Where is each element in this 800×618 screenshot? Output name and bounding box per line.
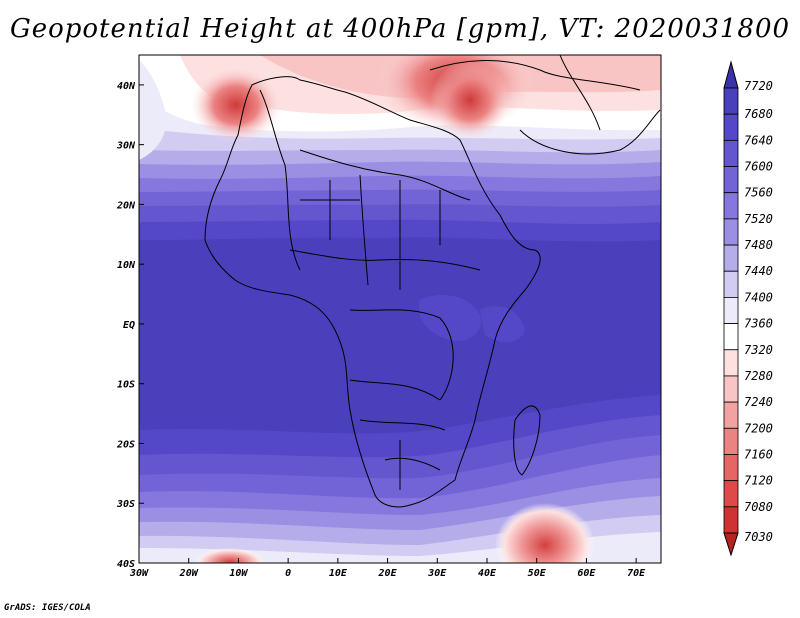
colorbar-label: 7280 (744, 369, 773, 383)
colorbar-label: 7240 (744, 395, 773, 409)
colorbar-label: 7520 (744, 212, 773, 226)
lon-tick-label: 70E (627, 568, 646, 579)
colorbar-label: 7640 (744, 133, 773, 147)
colorbar-min-arrow (723, 532, 739, 557)
lon-tick-label: 10W (229, 568, 248, 579)
colorbar-swatch (723, 401, 739, 429)
colorbar-swatch (723, 297, 739, 324)
lat-tick-label: 30S (116, 499, 135, 510)
lon-tick-label: 30W (129, 568, 149, 579)
colorbar-label: 7680 (744, 107, 773, 121)
lon-tick-label: 20W (179, 568, 199, 579)
lat-tick-label: 40S (117, 559, 135, 570)
colorbar-swatch (723, 454, 739, 482)
colorbar-label: 7560 (744, 186, 773, 200)
map-title: Geopotential Height at 400hPa [gpm], VT:… (9, 14, 791, 44)
colorbar-swatch (723, 192, 739, 220)
colorbar-label: 7720 (744, 79, 773, 93)
coastlines (204, 55, 661, 508)
lat-tick-label: 20S (116, 439, 135, 450)
colorbar-label: 7120 (744, 474, 773, 488)
colorbar-max-arrow (723, 60, 739, 89)
colorbar-swatch (723, 139, 739, 167)
colorbar-swatch (723, 349, 739, 377)
colorbar-swatch (723, 113, 739, 141)
lon-tick-label: 40E (478, 568, 497, 579)
lon-tick-label: 20E (378, 568, 398, 579)
lon-tick-label: 60E (577, 568, 596, 579)
colorbar-swatch (723, 244, 739, 272)
colorbar-swatch (723, 375, 739, 403)
colorbar-label: 7360 (744, 317, 773, 331)
colorbar-label: 7440 (744, 264, 773, 278)
colorbar: 7720 7680 7640 7600 7560 7520 7480 7440 7400 7360… (723, 60, 773, 557)
lat-tick-label: 40N (117, 81, 136, 92)
lon-tick-label: 30E (427, 568, 447, 579)
lat-tick-label: EQ (123, 320, 135, 331)
lat-tick-label: 20N (116, 200, 136, 211)
colorbar-label: 7480 (744, 238, 773, 252)
plot-frame (138, 54, 662, 564)
credit-label: GrADS: IGES/COLA (4, 603, 91, 613)
axes: 30W 20W 10W 0 10E 20E 30E 40E 50E 60E 70E 40N 30N 20N… (116, 81, 646, 579)
colorbar-swatch (723, 427, 739, 455)
colorbar-label: 7600 (744, 160, 773, 174)
colorbar-label: 7080 (744, 500, 773, 514)
lat-tick-label: 10S (117, 380, 135, 391)
colorbar-swatch (723, 506, 739, 534)
colorbar-label: 7400 (744, 290, 773, 304)
lat-tick-label: 10N (117, 260, 136, 271)
colorbar-label: 7030 (744, 530, 773, 544)
lon-tick-label: 50E (528, 568, 547, 579)
lon-tick-label: 0 (285, 568, 291, 579)
lon-tick-label: 10E (329, 568, 348, 579)
colorbar-swatch (723, 323, 739, 351)
colorbar-swatch (723, 218, 739, 246)
lat-tick-label: 30N (116, 141, 136, 152)
colorbar-swatch (723, 270, 739, 298)
contour-field (139, 55, 661, 563)
colorbar-label: 7320 (744, 343, 773, 357)
colorbar-swatch (723, 166, 739, 194)
colorbar-swatch (723, 87, 739, 115)
colorbar-label: 7200 (744, 421, 773, 435)
colorbar-swatch (723, 480, 739, 508)
colorbar-label: 7160 (744, 447, 773, 461)
